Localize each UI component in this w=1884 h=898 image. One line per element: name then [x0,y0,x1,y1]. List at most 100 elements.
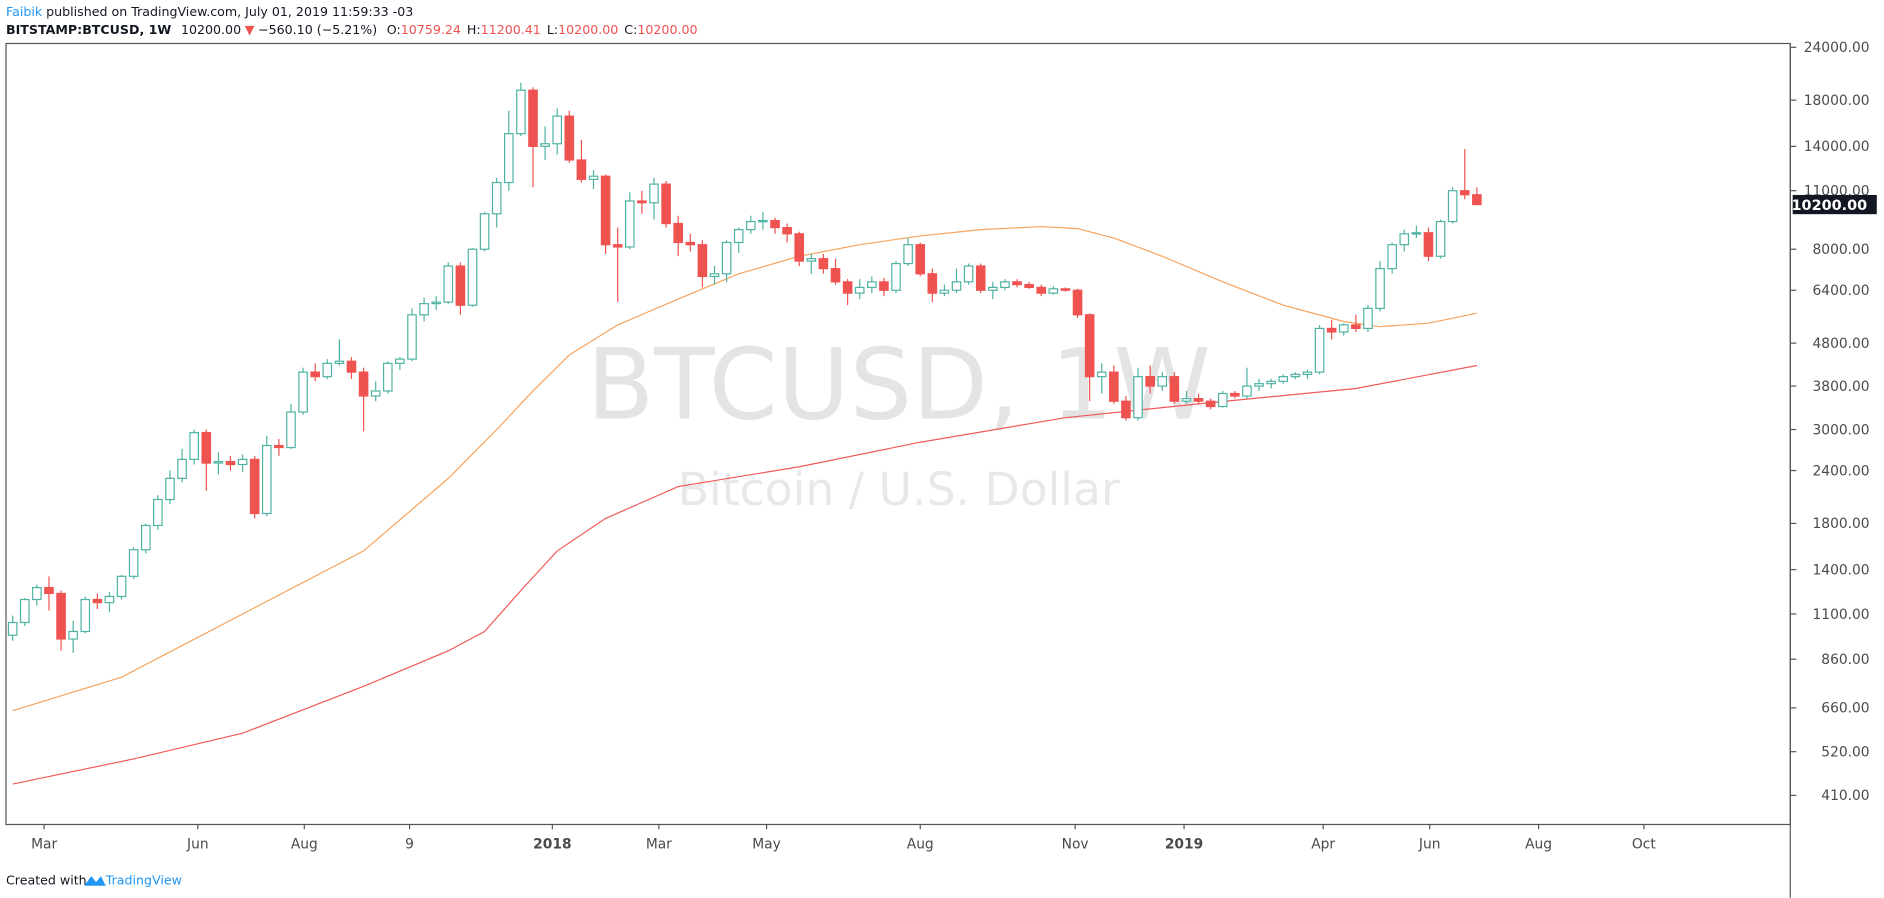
candle-body [1084,314,1095,378]
moving-average [12,225,1477,712]
author[interactable]: Faibik [6,4,43,19]
publish-line: Faibik published on TradingView.com, Jul… [6,4,413,19]
candle-body [491,181,502,215]
candle-body [19,598,30,624]
y-tick-label: 1800.00 [1813,516,1870,532]
candle-body [1133,376,1143,419]
candle-body [891,262,901,291]
published: published on TradingView.com, July 01, 2… [42,4,413,19]
candle-body [564,115,575,161]
y-tick-label: 660.00 [1821,701,1869,717]
candle-body [1399,233,1410,246]
candle-body [625,200,635,248]
candle-body [879,281,889,291]
x-tick-label: 2019 [1165,837,1203,853]
candle-body [1278,376,1289,382]
x-tick-label: Nov [1062,837,1089,853]
candle-body [1242,385,1252,397]
last: 10200.00 [181,22,241,37]
candle-body [612,244,623,248]
candle-body [1230,392,1240,397]
candle-body [237,458,248,466]
footer-brand[interactable]: TradingView [105,873,182,888]
y-tick-label: 1400.00 [1813,562,1870,578]
ohlc-label: L: [547,22,558,37]
candle-body [927,273,938,294]
candle-body [818,258,829,270]
candle-body [479,213,490,250]
candle-body [1157,376,1168,387]
y-tick-label: 520.00 [1821,745,1869,761]
y-tick-label: 860.00 [1821,652,1869,668]
candle-body [661,183,671,225]
candle-body [746,220,756,231]
candle-body [298,371,308,413]
candle-body [552,115,563,145]
candle-body [903,244,913,265]
candle-body [1363,307,1373,330]
candle-body [915,244,926,275]
candle-body [1036,286,1047,294]
candle-body [758,219,768,223]
footer-created: Created with [6,873,87,888]
candle-body [1411,232,1422,235]
candle-body [528,89,538,147]
ohlc-value: 10200.00 [637,22,697,37]
candle-body [44,586,54,595]
candle-body [334,360,345,364]
y-tick-label: 18000.00 [1804,93,1870,109]
y-tick-label: 14000.00 [1804,139,1870,155]
candle-body [370,390,381,397]
candle-body [1314,327,1325,373]
ohlc-label: C: [624,22,637,37]
candle-body [431,301,441,305]
candle-body [637,200,647,204]
y-tick-label: 1100.00 [1813,607,1870,623]
candle-body [419,303,429,316]
x-tick-label: 2018 [533,837,571,853]
candle-body [867,281,877,289]
candle-body [1375,267,1385,309]
candle-body [32,586,42,601]
candle-body [104,595,115,604]
candle-body [1121,400,1131,419]
last-price-box [1792,194,1877,215]
candle-body [407,314,417,360]
x-tick-label: May [752,837,781,853]
candle-body [1351,324,1361,330]
candle-body [503,133,514,184]
candle-body [1024,283,1034,289]
candle-body [770,219,780,229]
candle-body [988,286,998,291]
candle-body [56,592,66,640]
candle-body [1254,383,1264,387]
candle-body [1290,373,1301,378]
ohlc-label: H: [467,22,481,37]
candle-body [1169,376,1180,402]
candle-body [310,371,320,378]
candle-body [649,183,659,204]
x-tick-label: Aug [291,837,318,853]
candle-body [1302,371,1313,375]
candle-body [249,458,260,515]
legend-line: BITSTAMP:BTCUSD, 1W 10200.00 ▼ −560.10 (−5.… [6,22,698,37]
candle-body [782,226,792,235]
plot [7,82,1482,785]
candle-body [1338,324,1349,333]
candle-body [1387,244,1397,270]
candle-body [1000,281,1010,289]
x-tick-label: Oct [1632,837,1656,853]
axes: 410.00 520.00 660.00 860.00 1100.00 1400.00 18… [31,40,1877,853]
candle-body [951,281,962,291]
candle-body [116,575,127,598]
symbol: BITSTAMP:BTCUSD, 1W [6,22,171,37]
candle-body [709,273,720,278]
candle-body [830,267,841,283]
candle-body [1447,190,1458,223]
candle-body [963,265,974,283]
candle-body [1096,371,1107,378]
x-tick-label: Jun [186,837,209,853]
candle-body [939,289,950,294]
candle-body [213,460,224,464]
y-tick-label: 24000.00 [1804,40,1870,56]
